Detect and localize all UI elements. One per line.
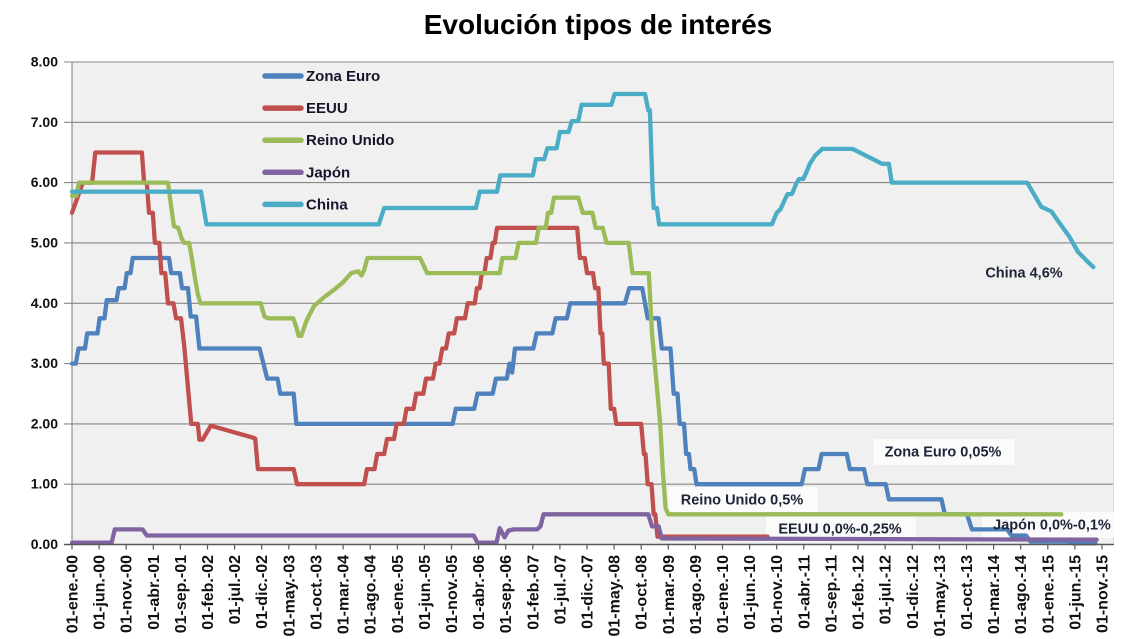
- svg-text:EEUU 0,0%-0,25%: EEUU 0,0%-0,25%: [778, 522, 901, 538]
- svg-text:01-feb.-12: 01-feb.-12: [851, 555, 868, 630]
- svg-text:01-dic.-02: 01-dic.-02: [254, 555, 271, 629]
- svg-text:01-ene.-15: 01-ene.-15: [1040, 555, 1057, 633]
- svg-text:01-mar.-04: 01-mar.-04: [336, 555, 353, 634]
- svg-text:01-dic.-07: 01-dic.-07: [580, 555, 597, 629]
- svg-text:01-dic.-12: 01-dic.-12: [905, 555, 922, 629]
- svg-text:5.00: 5.00: [31, 234, 58, 250]
- svg-text:2.00: 2.00: [31, 415, 58, 431]
- svg-text:01-jun.-05: 01-jun.-05: [417, 555, 434, 630]
- svg-text:01-jul.-07: 01-jul.-07: [552, 555, 569, 624]
- svg-text:01-jul.-02: 01-jul.-02: [227, 555, 244, 624]
- svg-text:01-nov.-05: 01-nov.-05: [444, 555, 461, 633]
- svg-text:4.00: 4.00: [31, 295, 58, 311]
- svg-text:Zona Euro 0,05%: Zona Euro 0,05%: [885, 445, 1002, 461]
- svg-text:01-jun.-15: 01-jun.-15: [1067, 555, 1084, 630]
- svg-text:01-abr.-11: 01-abr.-11: [796, 555, 813, 629]
- svg-text:01-oct.-08: 01-oct.-08: [634, 555, 651, 630]
- svg-text:01-abr.-01: 01-abr.-01: [146, 555, 163, 630]
- svg-text:Reino Unido 0,5%: Reino Unido 0,5%: [681, 493, 804, 509]
- svg-text:01-feb.-07: 01-feb.-07: [525, 555, 542, 630]
- svg-text:01-ago.-09: 01-ago.-09: [688, 555, 705, 634]
- svg-text:Evolución tipos de interés: Evolución tipos de interés: [424, 9, 773, 40]
- svg-text:01-abr.-06: 01-abr.-06: [471, 555, 488, 630]
- svg-text:01-nov.-15: 01-nov.-15: [1095, 555, 1112, 633]
- svg-text:01-mar.-14: 01-mar.-14: [986, 555, 1003, 634]
- svg-text:01-nov.-10: 01-nov.-10: [769, 555, 786, 633]
- svg-text:01-jun.-10: 01-jun.-10: [742, 555, 759, 630]
- svg-text:01-feb.-02: 01-feb.-02: [200, 555, 217, 630]
- svg-text:01-jul.-12: 01-jul.-12: [878, 555, 895, 624]
- svg-text:China 4,6%: China 4,6%: [985, 266, 1062, 282]
- svg-text:Zona Euro: Zona Euro: [306, 68, 380, 85]
- svg-text:EEUU: EEUU: [306, 100, 348, 117]
- svg-text:7.00: 7.00: [31, 114, 58, 130]
- svg-text:3.00: 3.00: [31, 355, 58, 371]
- svg-text:0.00: 0.00: [31, 536, 58, 552]
- svg-text:01-sep.-06: 01-sep.-06: [498, 555, 515, 633]
- svg-text:Reino Unido: Reino Unido: [306, 132, 394, 149]
- svg-text:01-mar.-09: 01-mar.-09: [661, 555, 678, 634]
- svg-text:01-ago.-14: 01-ago.-14: [1013, 555, 1030, 634]
- svg-text:01-sep.-01: 01-sep.-01: [173, 555, 190, 633]
- svg-text:01-oct.-03: 01-oct.-03: [308, 555, 325, 630]
- svg-text:Japón: Japón: [306, 164, 350, 181]
- svg-text:01-ene.-10: 01-ene.-10: [715, 555, 732, 633]
- svg-text:01-nov.-00: 01-nov.-00: [119, 555, 136, 633]
- svg-text:01-oct.-13: 01-oct.-13: [959, 555, 976, 630]
- svg-text:01-may.-08: 01-may.-08: [607, 555, 624, 637]
- svg-text:6.00: 6.00: [31, 174, 58, 190]
- svg-text:01-ene.-00: 01-ene.-00: [65, 555, 82, 633]
- svg-text:8.00: 8.00: [31, 54, 58, 70]
- svg-text:China: China: [306, 196, 348, 213]
- svg-text:01-sep.-11: 01-sep.-11: [823, 555, 840, 632]
- svg-text:01-ago.-04: 01-ago.-04: [363, 555, 380, 634]
- svg-text:01-may.-13: 01-may.-13: [932, 555, 949, 637]
- svg-text:1.00: 1.00: [31, 476, 58, 492]
- svg-text:Japón 0,0%-0,1%: Japón 0,0%-0,1%: [993, 518, 1111, 534]
- svg-text:01-ene.-05: 01-ene.-05: [390, 555, 407, 633]
- svg-text:01-may.-03: 01-may.-03: [281, 555, 298, 637]
- svg-text:01-jun.-00: 01-jun.-00: [92, 555, 109, 630]
